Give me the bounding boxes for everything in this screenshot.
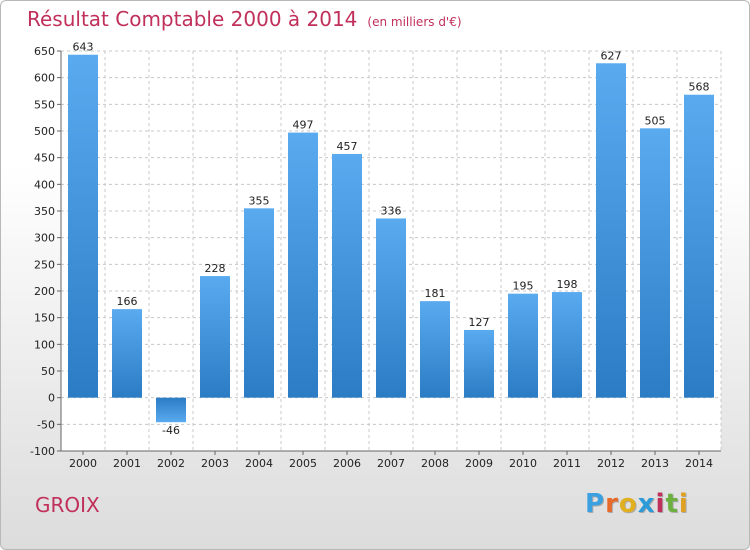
logo-letter: P — [585, 489, 606, 519]
chart-title: Résultat Comptable 2000 à 2014 (en millie… — [27, 7, 462, 31]
bar-2011 — [552, 292, 582, 398]
x-tick-label: 2005 — [289, 457, 317, 470]
bar-2012 — [596, 63, 626, 398]
bar-2001 — [112, 309, 142, 398]
proxiti-logo: Proxiti — [585, 489, 689, 519]
bar-2014 — [684, 94, 714, 398]
x-tick-label: 2011 — [553, 457, 581, 470]
data-label-2003: 228 — [205, 262, 226, 275]
data-label-2006: 457 — [337, 140, 358, 153]
y-tick-label: 50 — [41, 365, 55, 378]
x-tick-label: 2004 — [245, 457, 273, 470]
y-tick-label: 400 — [34, 178, 55, 191]
logo-letter: i — [655, 489, 666, 519]
y-tick-label: 350 — [34, 205, 55, 218]
logo-letter: r — [605, 489, 619, 519]
y-tick-label: 600 — [34, 72, 55, 85]
x-tick-label: 2009 — [465, 457, 493, 470]
bar-2003 — [200, 276, 230, 398]
x-tick-label: 2008 — [421, 457, 449, 470]
data-label-2012: 627 — [601, 49, 622, 62]
logo-letter: o — [618, 489, 638, 519]
y-tick-label: 650 — [34, 45, 55, 58]
data-label-2000: 643 — [73, 41, 94, 54]
data-label-2008: 181 — [425, 287, 446, 300]
x-tick-label: 2007 — [377, 457, 405, 470]
bar-2004 — [244, 208, 274, 398]
y-tick-label: 100 — [34, 338, 55, 351]
data-label-2009: 127 — [469, 316, 490, 329]
y-tick-label: 0 — [48, 392, 55, 405]
data-label-2013: 505 — [645, 114, 666, 127]
bar-2009 — [464, 329, 494, 398]
logo-letter: x — [637, 489, 656, 519]
x-tick-label: 2006 — [333, 457, 361, 470]
place-name: GROIX — [35, 493, 100, 517]
logo-letter: i — [678, 489, 689, 519]
bar-2007 — [376, 218, 406, 398]
x-tick-label: 2001 — [113, 457, 141, 470]
data-label-2005: 497 — [293, 119, 314, 132]
bar-2010 — [508, 293, 538, 398]
x-tick-label: 2000 — [69, 457, 97, 470]
x-tick-label: 2002 — [157, 457, 185, 470]
x-tick-label: 2012 — [597, 457, 625, 470]
y-tick-label: 450 — [34, 152, 55, 165]
x-tick-label: 2013 — [641, 457, 669, 470]
axes: -100 -50 0 50 100 150 200 250 300 350 400 450 500 550… — [30, 45, 721, 470]
y-tick-label: 300 — [34, 232, 55, 245]
data-label-2001: 166 — [117, 295, 138, 308]
bar-2006 — [332, 153, 362, 398]
y-tick-label: 500 — [34, 125, 55, 138]
data-label-2004: 355 — [249, 194, 270, 207]
bars: 643 166 -46 228 355 497 457 336 181 127 195 198 627 5… — [68, 41, 714, 437]
x-tick-label: 2003 — [201, 457, 229, 470]
bar-2013 — [640, 128, 670, 398]
data-label-2002: -46 — [162, 424, 180, 437]
logo-letter: t — [665, 489, 679, 519]
bar-2005 — [288, 132, 318, 398]
data-label-2014: 568 — [689, 81, 710, 94]
data-label-2011: 198 — [557, 278, 578, 291]
y-tick-label: -50 — [37, 418, 55, 431]
y-tick-label: 200 — [34, 285, 55, 298]
data-label-2007: 336 — [381, 204, 402, 217]
x-tick-label: 2014 — [685, 457, 713, 470]
chart-subtitle: (en milliers d'€) — [367, 15, 462, 29]
y-tick-label: 150 — [34, 312, 55, 325]
y-tick-label: 550 — [34, 98, 55, 111]
y-tick-label: -100 — [30, 445, 55, 458]
bar-2000 — [68, 54, 98, 398]
chart-title-text: Résultat Comptable 2000 à 2014 — [27, 7, 358, 31]
bar-2002 — [156, 397, 186, 423]
x-tick-label: 2010 — [509, 457, 537, 470]
data-label-2010: 195 — [513, 280, 534, 293]
y-tick-label: 250 — [34, 258, 55, 271]
bar-2008 — [420, 301, 450, 398]
